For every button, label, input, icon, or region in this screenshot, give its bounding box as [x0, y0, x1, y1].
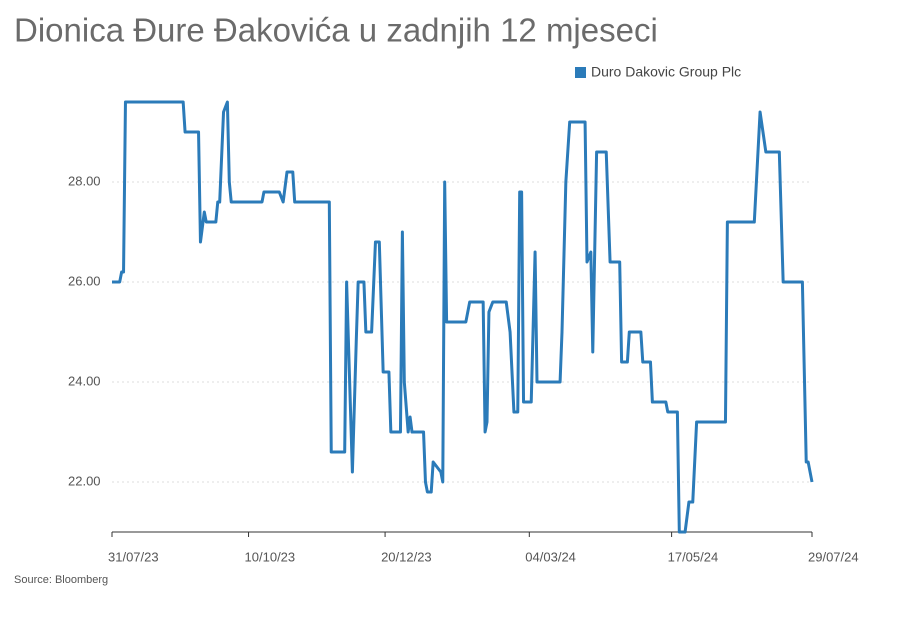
y-tick-label: 26.00	[68, 273, 101, 288]
price-line	[112, 100, 814, 534]
x-tick-label: 31/07/23	[108, 549, 159, 564]
chart-title: Dionica Đure Đakovića u zadnjih 12 mjese…	[14, 12, 658, 49]
legend-swatch	[575, 67, 586, 78]
legend-label: Duro Dakovic Group Plc	[591, 64, 741, 80]
x-tick-label: 17/05/24	[668, 549, 719, 564]
x-tick-label: 10/10/23	[245, 549, 296, 564]
y-tick-label: 24.00	[68, 373, 101, 388]
x-tick-label: 29/07/24	[808, 549, 859, 564]
source: Source: Bloomberg	[14, 574, 108, 586]
x-tick-label: 04/03/24	[525, 549, 576, 564]
x-tick-label: 20/12/23	[381, 549, 432, 564]
y-tick-label: 28.00	[68, 173, 101, 188]
y-tick-label: 22.00	[68, 473, 101, 488]
